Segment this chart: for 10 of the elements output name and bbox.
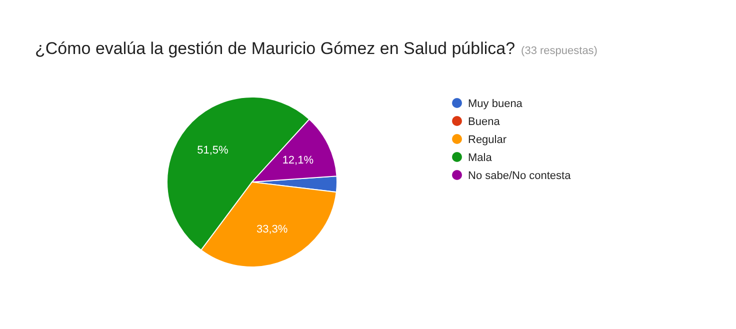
data-label: 12,1% (282, 154, 314, 167)
legend-label: Muy buena (468, 98, 524, 110)
chart-title: ¿Cómo evalúa la gestión de Mauricio Gómez en Salud pública? (35, 39, 516, 58)
legend-label: No sabe/No contesta (468, 170, 572, 182)
chart-subtitle: (33 respuestas) (521, 45, 598, 57)
legend-label: Regular (468, 134, 507, 146)
legend-label: Mala (468, 152, 493, 164)
legend-label: Buena (468, 116, 501, 128)
data-label: 51,5% (197, 144, 229, 156)
data-label: 33,3% (256, 224, 288, 236)
